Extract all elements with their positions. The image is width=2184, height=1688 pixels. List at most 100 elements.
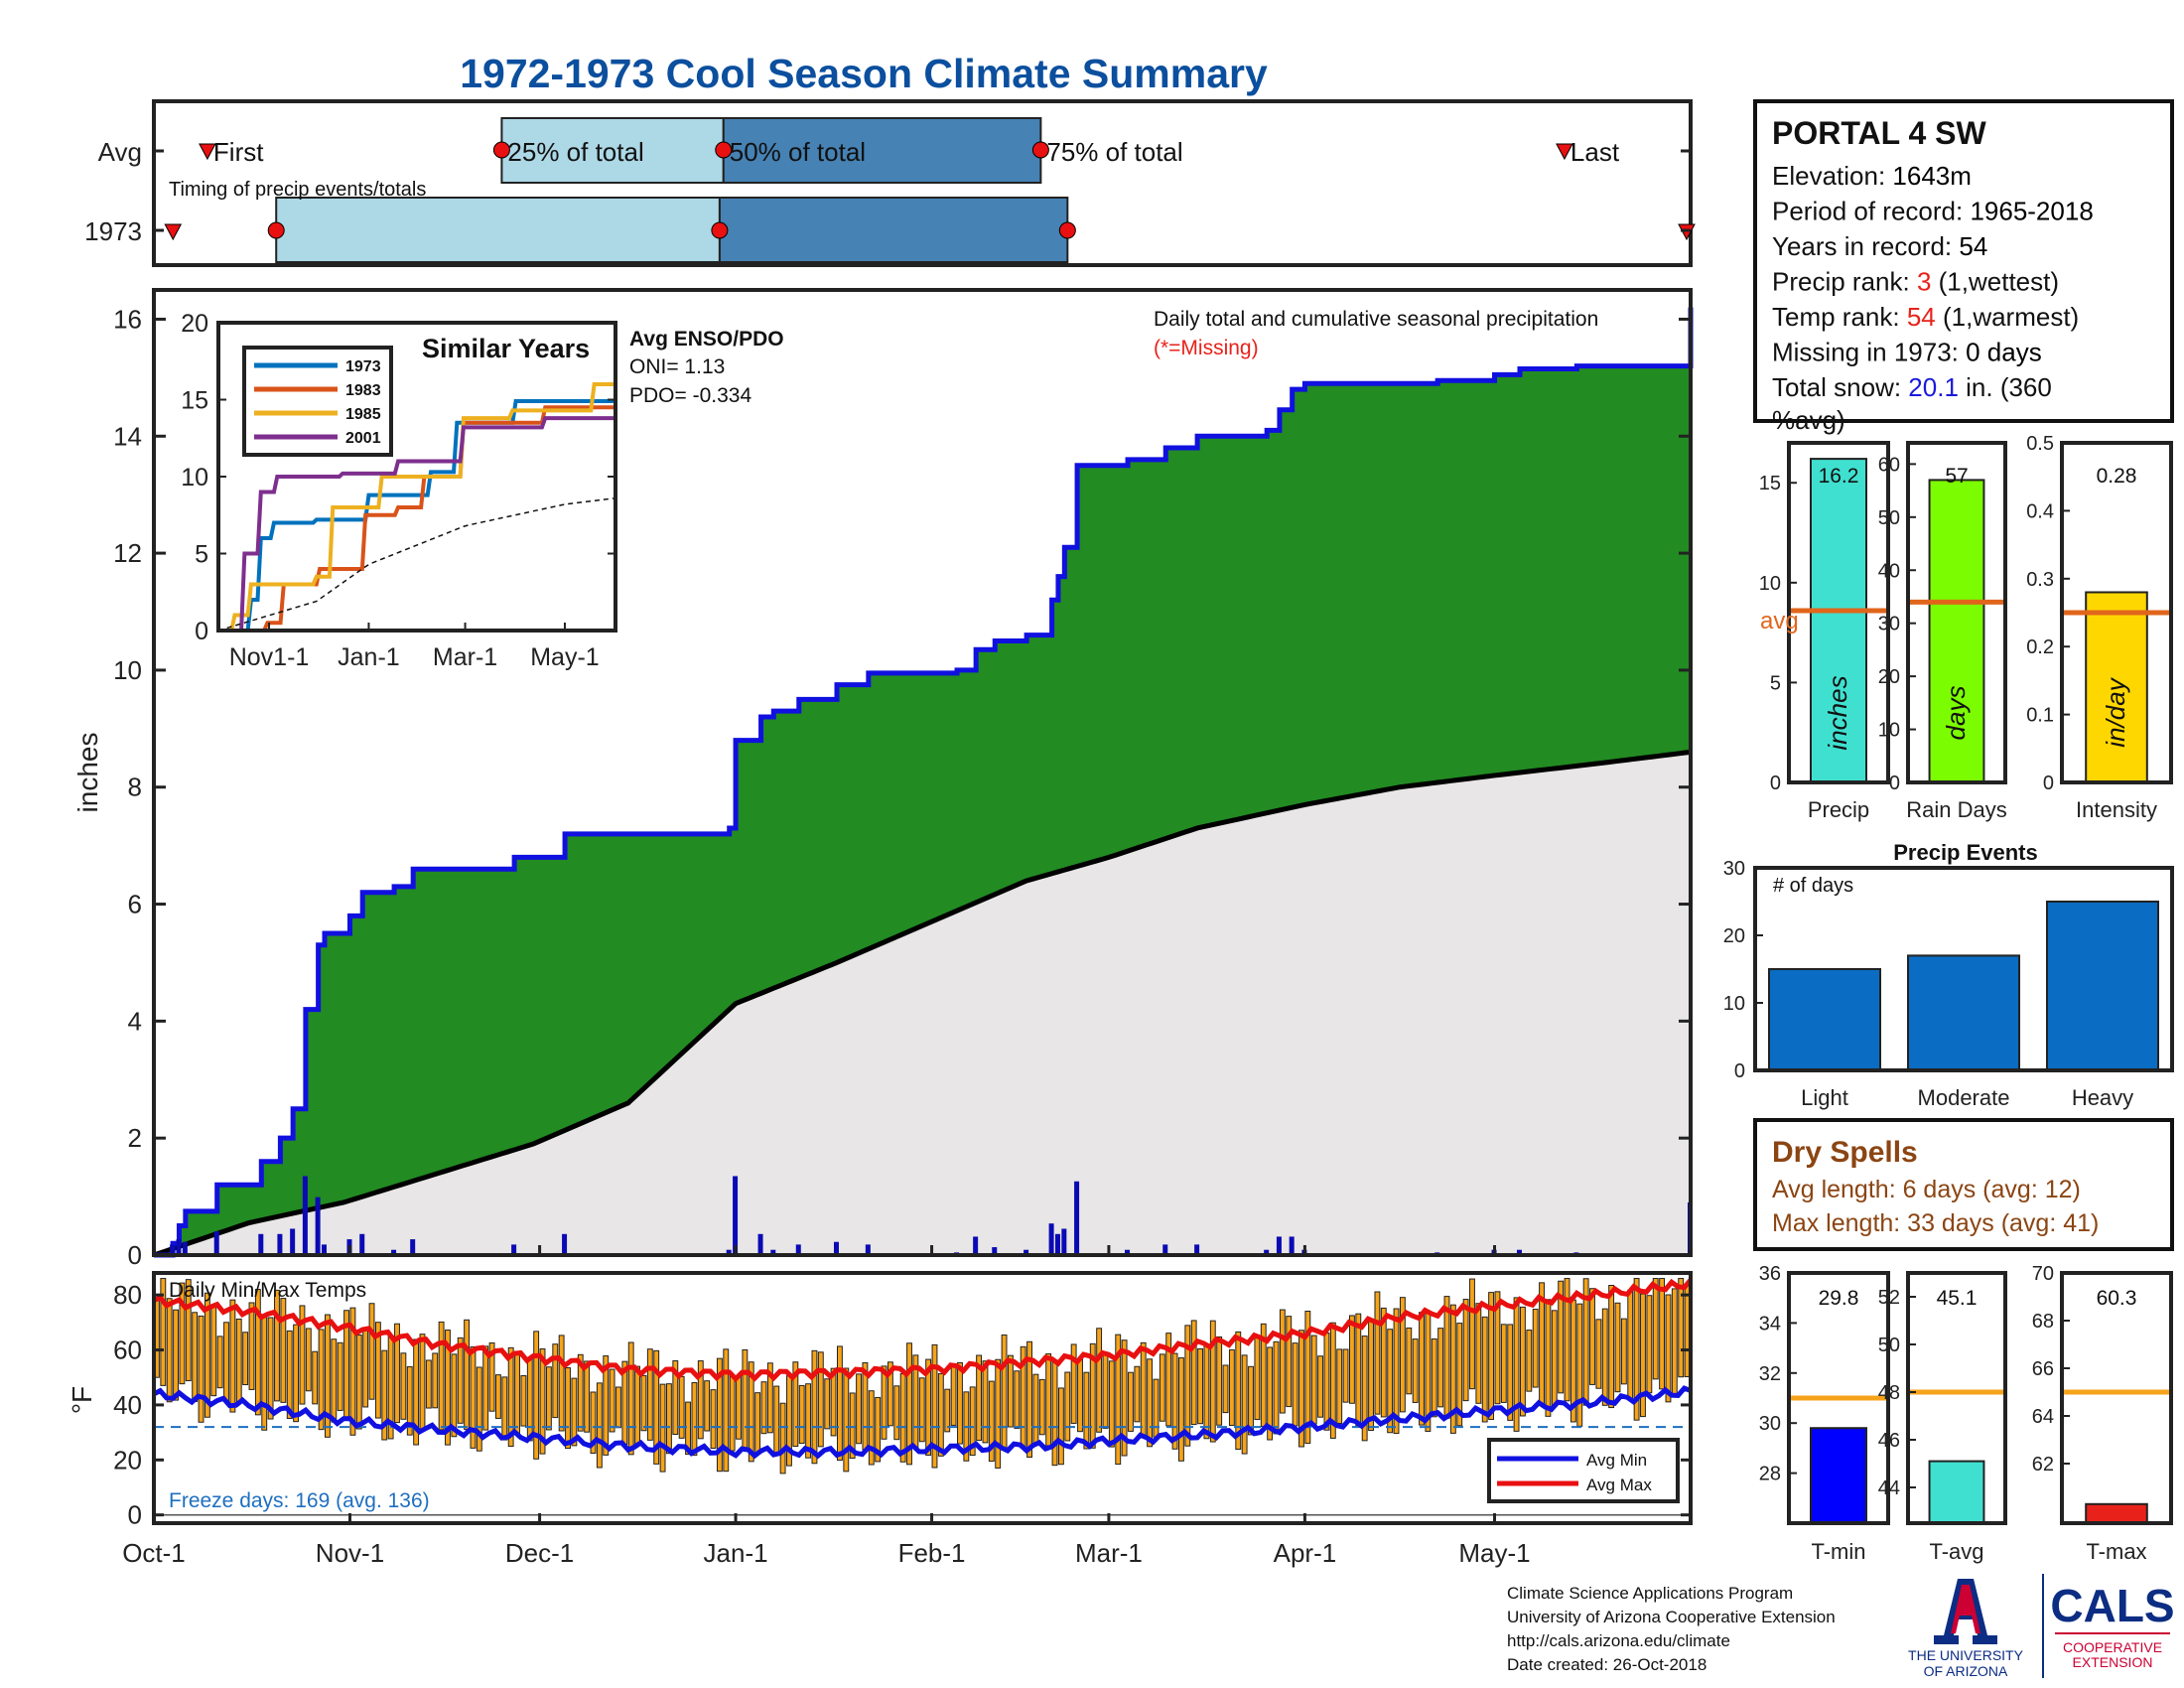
y1973-q50-marker: [711, 221, 729, 239]
footer-line-4: Date created: 26-Oct-2018: [1507, 1655, 1706, 1674]
daily-precip-bar: [562, 1233, 568, 1255]
daily-temp-bar: [1001, 1334, 1008, 1451]
daily-temp-bar: [1298, 1330, 1304, 1448]
daily-temp-bar: [166, 1298, 173, 1403]
temp-legend-box: [1487, 1438, 1680, 1503]
temp-panel-tick-label: 68: [2032, 1311, 2054, 1333]
daily-temp-bar: [1494, 1291, 1501, 1405]
top-panel-0-tick-label: 10: [1759, 573, 1781, 595]
daily-temp-bar: [349, 1307, 356, 1436]
daily-precip-bar: [258, 1233, 264, 1255]
avg-max-legend-label: Avg Max: [1586, 1476, 1652, 1494]
station-line-value: 54: [1907, 302, 1936, 332]
dry-spells-title: Dry Spells: [1772, 1136, 1918, 1169]
daily-temp-bar: [539, 1348, 546, 1455]
x-tick-label: Mar-1: [1075, 1538, 1143, 1568]
footer-line-3: http://cals.arizona.edu/climate: [1507, 1631, 1730, 1650]
daily-temp-bar: [931, 1343, 938, 1469]
daily-temp-bar: [464, 1319, 471, 1430]
daily-temp-bar: [438, 1321, 445, 1431]
top-panel-0-tick-label: 15: [1759, 473, 1781, 494]
temp-panel-tick-label: 62: [2032, 1454, 2054, 1476]
top-panel-0-tick-label: 0: [1770, 773, 1781, 794]
daily-temp-bar: [1115, 1334, 1122, 1466]
inset-y-tick-label: 10: [181, 464, 208, 492]
temp-series-layer: [152, 1278, 1693, 1516]
average-cumulative-area: [154, 752, 1691, 1255]
daily-temp-bar: [1462, 1299, 1469, 1402]
temp-panel-label: T-avg: [1929, 1539, 1983, 1564]
daily-temp-bar: [710, 1389, 717, 1450]
daily-temp-bar: [817, 1351, 824, 1448]
temp-panel-tick-label: 64: [2032, 1406, 2054, 1428]
station-line-label: Precip rank:: [1772, 267, 1917, 297]
daily-temp-bar: [748, 1361, 754, 1463]
daily-temp-bar: [1614, 1302, 1621, 1393]
station-info-box: PORTAL 4 SW Elevation: 1643m Period of re…: [1753, 99, 2174, 435]
daily-temp-bar: [1248, 1365, 1254, 1436]
precip-chart: 0 2 4 6 8 10 12 14 16 inches Daily total and cum…: [72, 288, 1694, 1270]
daily-temp-bar: [1545, 1299, 1552, 1417]
daily-temp-bar: [584, 1360, 591, 1433]
daily-temp-bar: [1456, 1323, 1463, 1427]
x-tick-label: Jan-1: [704, 1538, 768, 1568]
daily-temp-bar: [1026, 1340, 1032, 1459]
daily-precip-bar: [1054, 1233, 1060, 1255]
missing-note: (*=Missing): [1154, 337, 1259, 359]
daily-temp-bar: [1267, 1346, 1274, 1441]
inset-y-tick-label: 15: [181, 387, 208, 415]
daily-temp-bar: [1380, 1307, 1387, 1418]
cals-coop-2: EXTENSION: [2073, 1654, 2153, 1670]
precip-avg-label: avg: [1760, 608, 1799, 634]
daily-temp-bar: [507, 1346, 514, 1448]
daily-temp-bar: [1032, 1373, 1039, 1446]
temp-panel-tick-label: 48: [1878, 1382, 1900, 1404]
daily-temp-bar: [1140, 1341, 1147, 1436]
x-tick-label: Feb-1: [898, 1538, 966, 1568]
top-panel-0-value: 16.2: [1819, 465, 1859, 488]
daily-temp-bar: [261, 1315, 268, 1431]
inset-x-tick-label: Nov1-1: [229, 643, 310, 671]
temperature-bars: 28 30 32 34 36 29.8 T-min 44 46 48 50 52 45.1 T-avg 62…: [1759, 1263, 2173, 1564]
daily-temp-bar: [1279, 1309, 1286, 1414]
daily-temp-bar: [1640, 1293, 1646, 1418]
daily-temp-bar: [1038, 1378, 1045, 1436]
avg-q75-marker: [1031, 141, 1049, 159]
daily-precip-bar: [1517, 1249, 1522, 1255]
station-line: Precip rank: 3 (1,wettest): [1772, 267, 2059, 297]
daily-temp-bar: [501, 1376, 508, 1441]
daily-temp-bar: [368, 1303, 375, 1400]
daily-temp-bar: [1349, 1315, 1355, 1404]
daily-temp-bar: [254, 1289, 261, 1416]
daily-temp-bar: [185, 1279, 192, 1382]
precip-events-frame: [1753, 866, 2174, 1072]
enso-pdo: PDO= -0.334: [629, 384, 751, 407]
temp-panel-value: 29.8: [1819, 1287, 1859, 1310]
daily-precip-bar: [865, 1244, 871, 1255]
temp-panel-tick-label: 70: [2032, 1263, 2054, 1285]
avg-min-line: [152, 1385, 1692, 1460]
daily-temp-bar: [337, 1341, 343, 1411]
daily-temp-bar: [603, 1355, 610, 1456]
station-line: Years in record: 54: [1772, 231, 1987, 261]
daily-temp-bar: [1096, 1328, 1103, 1433]
temp-panel-bar: [1928, 1460, 1985, 1524]
daily-temp-bar: [514, 1351, 520, 1434]
daily-temp-bar: [1216, 1336, 1223, 1426]
precip-y-tick-label: 2: [128, 1123, 142, 1153]
station-line-value: 3: [1917, 267, 1931, 297]
daily-temp-bar: [766, 1362, 773, 1434]
timing-row-1973: 1973: [84, 216, 142, 246]
avg-q75-label: 75% of total: [1046, 137, 1182, 167]
temp-ticks: 0 20 40 60 80 Oct-1 Nov-1 Dec-1 Jan-1 Feb-1 Mar-1 A…: [113, 1245, 1691, 1568]
daily-temp-bar: [1678, 1278, 1685, 1378]
precip-frame: [152, 288, 1693, 1257]
daily-temp-bar: [837, 1345, 843, 1462]
daily-temp-bar: [627, 1341, 634, 1456]
daily-temp-bar: [400, 1352, 407, 1420]
daily-temp-bar: [1526, 1330, 1533, 1392]
daily-precip-bar: [973, 1236, 979, 1255]
daily-temp-bar: [198, 1315, 205, 1423]
daily-temp-bar: [976, 1354, 983, 1442]
